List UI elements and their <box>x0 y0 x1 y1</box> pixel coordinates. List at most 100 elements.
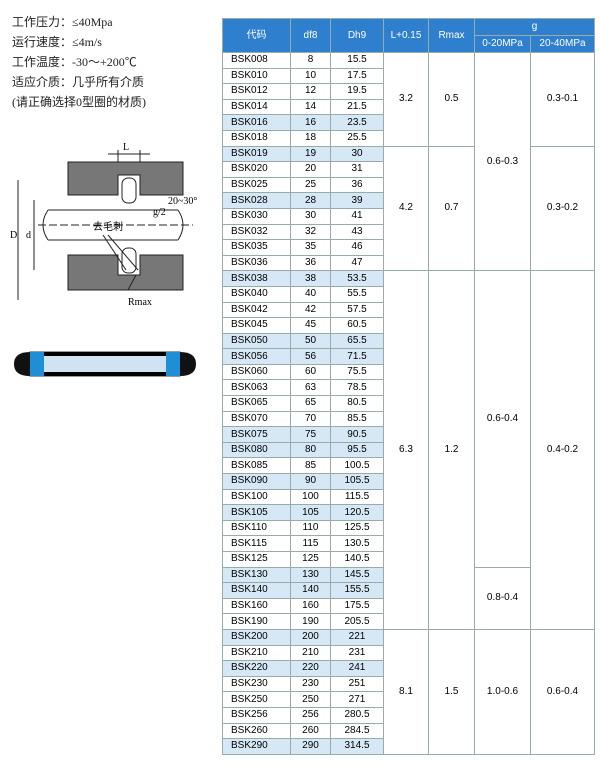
code-cell: BSK012 <box>222 83 291 100</box>
label-d-inner: d <box>26 230 31 241</box>
label-d-outer: D <box>10 230 17 241</box>
table-row: BSK016 16 23.5 <box>222 114 595 131</box>
specs: 工作压力：≤40Mpa 运行速度：≤4m/s 工作温度：-30～+200℃ 适应介质：… <box>12 12 146 112</box>
code-cell: BSK115 <box>222 535 291 552</box>
table-row: BSK130 130 145.5 0.8-0.4 <box>222 566 595 630</box>
code-cell: BSK220 <box>222 660 291 677</box>
code-cell: BSK032 <box>222 223 291 241</box>
dh9-cell: 55.5 <box>330 285 384 303</box>
code-cell: BSK025 <box>222 176 291 194</box>
g-high-cell: 0.6-0.4 <box>530 628 595 755</box>
label-g: g/2 <box>153 207 166 218</box>
dh9-cell: 314.5 <box>330 738 384 755</box>
label-l: L <box>123 142 129 153</box>
code-cell: BSK260 <box>222 722 291 740</box>
df8-cell: 38 <box>290 270 331 287</box>
df8-cell: 230 <box>290 675 331 693</box>
dh9-cell: 90.5 <box>330 426 384 443</box>
dh9-cell: 251 <box>330 675 384 693</box>
code-cell: BSK256 <box>222 706 291 724</box>
dh9-cell: 43 <box>330 223 384 241</box>
df8-cell: 256 <box>290 706 331 724</box>
table-row: BSK010 10 17.5 <box>222 67 595 85</box>
header-cell: 20-40MPa <box>530 35 595 53</box>
table-row: BSK028 28 39 <box>222 192 595 209</box>
df8-cell: 190 <box>290 613 331 630</box>
code-cell: BSK060 <box>222 363 291 381</box>
table-row: BSK056 56 71.5 <box>222 348 595 365</box>
table-row: BSK220 220 241 <box>222 660 595 677</box>
table-row: BSK025 25 36 <box>222 176 595 194</box>
g-high-cell: 0.3-0.1 <box>530 52 595 147</box>
code-cell: BSK075 <box>222 426 291 443</box>
header-cell: Dh9 <box>330 18 384 53</box>
header-row: 代码 df8 Dh9 L+0.15 Rmax g <box>222 18 595 53</box>
code-cell: BSK035 <box>222 239 291 256</box>
df8-cell: 160 <box>290 597 331 615</box>
df8-cell: 16 <box>290 114 331 131</box>
code-cell: BSK065 <box>222 395 291 412</box>
code-cell: BSK014 <box>222 98 291 116</box>
table-row: BSK008 8 15.5 3.2 0.5 0.6-0.3 0.3-0.1 <box>222 51 595 272</box>
df8-cell: 14 <box>290 98 331 116</box>
df8-cell: 200 <box>290 628 331 646</box>
code-cell: BSK230 <box>222 675 291 693</box>
header-cell: g <box>474 18 595 36</box>
l-cell: 6.3 <box>383 270 429 630</box>
dh9-cell: 21.5 <box>330 98 384 116</box>
dh9-cell: 231 <box>330 644 384 662</box>
df8-cell: 110 <box>290 519 331 537</box>
label-rmax: Rmax <box>128 297 152 308</box>
df8-cell: 10 <box>290 67 331 85</box>
rmax-cell: 0.7 <box>428 145 475 272</box>
table-row: BSK260 260 284.5 <box>222 722 595 740</box>
dh9-cell: 120.5 <box>330 504 384 521</box>
dh9-cell: 241 <box>330 660 384 677</box>
dh9-cell: 100.5 <box>330 457 384 475</box>
code-cell: BSK050 <box>222 332 291 350</box>
df8-cell: 36 <box>290 254 331 272</box>
dh9-cell: 19.5 <box>330 83 384 100</box>
code-cell: BSK090 <box>222 473 291 490</box>
rmax-cell: 1.2 <box>428 270 475 630</box>
dh9-cell: 175.5 <box>330 597 384 615</box>
df8-cell: 125 <box>290 551 331 568</box>
code-cell: BSK110 <box>222 519 291 537</box>
dh9-cell: 60.5 <box>330 317 384 334</box>
df8-cell: 220 <box>290 660 331 677</box>
g-low-cell: 1.0-0.6 <box>474 628 531 755</box>
code-cell: BSK210 <box>222 644 291 662</box>
spec-line: 适应介质：几乎所有介质 <box>12 75 145 89</box>
df8-cell: 140 <box>290 582 331 599</box>
header-cell: Rmax <box>428 18 475 53</box>
dh9-cell: 57.5 <box>330 301 384 319</box>
dh9-cell: 65.5 <box>330 332 384 350</box>
table-row: BSK035 35 46 <box>222 239 595 256</box>
df8-cell: 45 <box>290 317 331 334</box>
dh9-cell: 25.5 <box>330 129 384 147</box>
dh9-cell: 221 <box>330 628 384 646</box>
table-row: BSK060 60 75.5 <box>222 363 595 381</box>
table-row: BSK140 140 155.5 <box>222 582 595 599</box>
code-cell: BSK290 <box>222 738 291 755</box>
code-cell: BSK018 <box>222 129 291 147</box>
df8-cell: 70 <box>290 410 331 428</box>
df8-cell: 32 <box>290 223 331 241</box>
dh9-cell: 46 <box>330 239 384 256</box>
dh9-cell: 145.5 <box>330 566 384 584</box>
dh9-cell: 284.5 <box>330 722 384 740</box>
l-cell: 4.2 <box>383 145 429 272</box>
dh9-cell: 85.5 <box>330 410 384 428</box>
code-cell: BSK125 <box>222 551 291 568</box>
dh9-cell: 280.5 <box>330 706 384 724</box>
dh9-cell: 271 <box>330 691 384 708</box>
table-row: BSK210 210 231 <box>222 644 595 662</box>
table-row: BSK100 100 115.5 <box>222 488 595 506</box>
dh9-cell: 75.5 <box>330 363 384 381</box>
df8-cell: 25 <box>290 176 331 194</box>
df8-cell: 56 <box>290 348 331 365</box>
l-cell: 3.2 <box>383 52 429 147</box>
table-row: BSK018 18 25.5 <box>222 129 595 147</box>
header-cell: 0-20MPa <box>474 35 531 53</box>
dh9-cell: 17.5 <box>330 67 384 85</box>
